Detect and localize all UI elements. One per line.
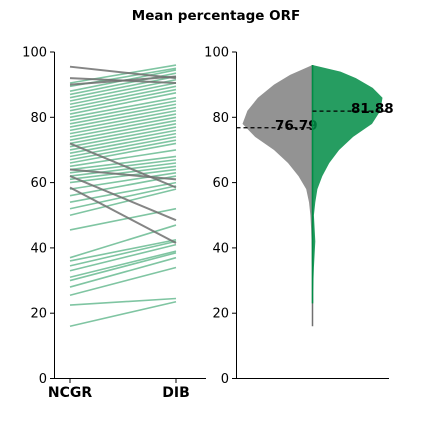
slope-line-improved	[69, 243, 177, 272]
violin-shapes: 76.79 81.88	[236, 65, 394, 327]
slope-line-improved	[69, 129, 177, 151]
slope-line-declined	[69, 142, 177, 189]
slope-line-improved	[69, 172, 177, 190]
slope-line-improved	[69, 75, 177, 99]
slope-line-declined	[69, 168, 177, 181]
slope-line-improved	[69, 136, 177, 158]
slope-line-improved	[69, 240, 177, 267]
slope-chart-panel: 0 20 40 60 80 100 NCGR DIB	[22, 46, 206, 401]
slope-y-tick-label: 0	[39, 372, 47, 387]
slope-y-tick-label: 80	[30, 111, 47, 126]
slope-line-improved	[69, 256, 177, 288]
violin-half-dib	[312, 65, 383, 304]
slope-line-improved	[69, 82, 177, 106]
slope-line-improved	[69, 165, 177, 181]
slope-line-improved	[69, 64, 177, 84]
slope-line-improved	[69, 162, 177, 177]
violin-half-ncgr	[242, 65, 313, 327]
slope-line-improved	[69, 139, 177, 161]
slope-y-tick-label: 60	[30, 176, 47, 191]
slope-x-tick-label: NCGR	[48, 385, 92, 401]
slope-line-declined	[69, 186, 177, 244]
violin-y-ticks: 0 20 40 60 80 100	[204, 46, 237, 387]
violin-y-tick-label: 100	[204, 46, 229, 61]
slope-line-improved	[69, 109, 177, 132]
figure-title: Mean percentage ORF	[132, 8, 300, 24]
slope-x-tick-label: DIB	[162, 385, 190, 401]
slope-line-improved	[69, 100, 177, 122]
violin-y-tick-label: 20	[212, 307, 229, 322]
slope-y-ticks: 0 20 40 60 80 100	[22, 46, 55, 387]
slope-line-improved	[69, 92, 177, 115]
slope-line-improved	[69, 252, 177, 282]
slope-line-improved	[69, 250, 177, 279]
violin-y-tick-label: 60	[212, 176, 229, 191]
slope-line-improved	[69, 96, 177, 119]
slope-y-tick-label: 100	[22, 46, 47, 61]
slope-line-improved	[69, 266, 177, 297]
slope-line-improved	[69, 78, 177, 102]
slope-line-improved	[69, 85, 177, 109]
slope-line-improved	[69, 168, 177, 184]
violin-y-tick-label: 0	[221, 372, 229, 387]
violin-chart-panel: 76.79 81.88 0 20 40 60 80 100	[204, 46, 394, 388]
slope-line-improved	[69, 224, 177, 259]
slope-line-declined	[69, 65, 177, 80]
violin-mean-label: 76.79	[275, 118, 318, 134]
slope-line-declined	[69, 75, 177, 86]
slope-line-improved	[69, 116, 177, 138]
slope-lines	[69, 64, 177, 328]
slope-y-tick-label: 40	[30, 241, 47, 256]
slope-line-improved	[69, 126, 177, 148]
slope-line-improved	[69, 238, 177, 262]
violin-y-tick-label: 40	[212, 241, 229, 256]
slope-line-improved	[69, 106, 177, 128]
slope-line-improved	[69, 113, 177, 135]
slope-line-improved	[69, 155, 177, 171]
slope-line-improved	[69, 142, 177, 164]
slope-line-improved	[69, 103, 177, 125]
slope-y-tick-label: 20	[30, 307, 47, 322]
slope-line-improved	[69, 181, 177, 203]
violin-y-tick-label: 80	[212, 111, 229, 126]
slope-line-improved	[69, 188, 177, 217]
slope-line-improved	[69, 297, 177, 306]
slope-line-improved	[69, 149, 177, 168]
slope-line-improved	[69, 123, 177, 145]
slope-line-improved	[69, 119, 177, 141]
slope-line-improved	[69, 88, 177, 112]
slope-line-improved	[69, 300, 177, 328]
slope-line-declined	[69, 175, 177, 222]
violin-mean-label: 81.88	[351, 101, 394, 117]
slope-x-ticks: NCGR DIB	[48, 378, 190, 401]
